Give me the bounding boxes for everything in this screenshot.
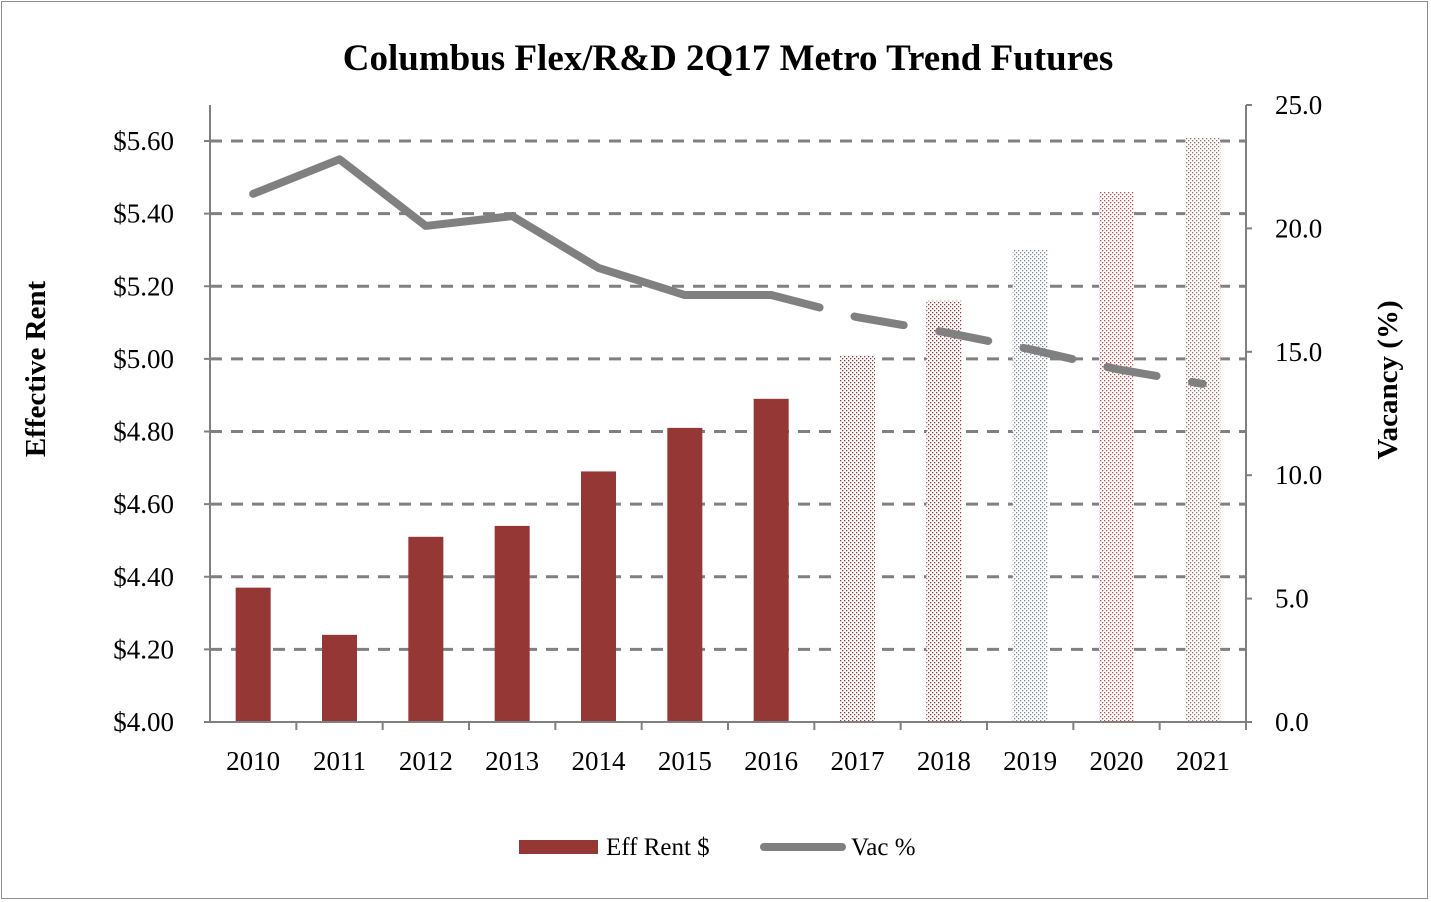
y-tick-label: $4.20 <box>113 634 174 664</box>
legend: Eff Rent $ Vac % <box>519 834 916 861</box>
x-tick-label: 2018 <box>917 746 971 776</box>
x-tick-label: 2010 <box>226 746 280 776</box>
bar-2020 <box>1099 191 1134 722</box>
x-tick-label: 2019 <box>1003 746 1057 776</box>
y-tick-label: $4.40 <box>113 562 174 592</box>
bar-2018 <box>926 300 962 722</box>
bar-2019 <box>1012 249 1048 722</box>
y2-tick-label: 10.0 <box>1275 460 1322 490</box>
y-axis-label: Effective Rent <box>20 280 52 457</box>
bar-2011 <box>322 634 357 722</box>
legend-label-vac: Vac % <box>851 834 916 861</box>
legend-swatch-rent <box>519 840 598 854</box>
x-tick-label: 2017 <box>831 746 885 776</box>
x-tick-label: 2015 <box>658 746 712 776</box>
bar-2017 <box>840 355 875 722</box>
x-tick-label: 2021 <box>1176 746 1230 776</box>
legend-label-rent: Eff Rent $ <box>606 834 710 861</box>
bar-2021 <box>1185 137 1221 722</box>
y2-tick-label: 0.0 <box>1275 707 1309 737</box>
x-tick-label: 2011 <box>313 746 366 776</box>
x-tick-label: 2013 <box>485 746 539 776</box>
bar-2014 <box>581 471 616 722</box>
x-tick-label: 2020 <box>1090 746 1144 776</box>
y2-tick-label: 25.0 <box>1275 90 1322 120</box>
bar-2012 <box>408 536 444 722</box>
y-tick-label: $5.60 <box>113 126 174 156</box>
vacancy-line-forecast <box>767 291 1207 388</box>
y-tick-label: $4.60 <box>113 489 174 519</box>
vacancy-line <box>249 155 776 300</box>
bar-2016 <box>753 398 789 722</box>
x-tick-label: 2016 <box>744 746 798 776</box>
x-tick-label: 2012 <box>399 746 453 776</box>
y-tick-label: $4.00 <box>113 707 174 737</box>
y-tick-label: $5.40 <box>113 199 174 229</box>
x-tick-label: 2014 <box>572 746 627 776</box>
y2-tick-label: 15.0 <box>1275 337 1322 367</box>
chart-title: Columbus Flex/R&D 2Q17 Metro Trend Futur… <box>343 38 1114 79</box>
y2-axis-label: Vacancy (%) <box>1372 300 1404 459</box>
bar-2015 <box>667 427 703 722</box>
y-tick-label: $5.00 <box>113 344 174 374</box>
y-tick-label: $5.20 <box>113 271 174 301</box>
y-tick-label: $4.80 <box>113 417 174 447</box>
y2-tick-label: 20.0 <box>1275 213 1322 243</box>
bar-2010 <box>235 587 271 722</box>
bar-2013 <box>494 525 530 722</box>
y2-tick-label: 5.0 <box>1275 584 1309 614</box>
